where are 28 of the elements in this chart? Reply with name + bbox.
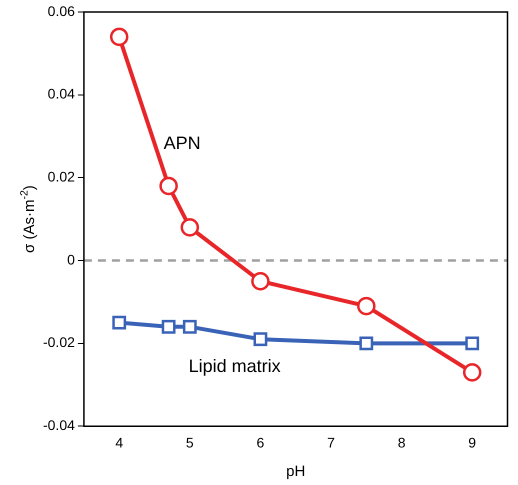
x-tick-label: 5 [186, 434, 194, 450]
point [359, 336, 374, 350]
point [110, 28, 128, 46]
y-tick-label: -0.02 [42, 334, 76, 350]
point [357, 296, 376, 316]
point [112, 316, 126, 330]
x-tick-label: 4 [115, 434, 124, 450]
y-tick-label: 0.06 [48, 2, 76, 19]
point [162, 320, 176, 334]
y-tick-label: 0 [67, 251, 76, 268]
point [182, 320, 197, 334]
point [251, 272, 270, 290]
y-tick-label: 0.04 [48, 86, 76, 102]
x-axis-title: pH [286, 463, 306, 480]
x-tick-label: 8 [398, 434, 406, 450]
series-label: APN [164, 132, 201, 153]
x-tick-label: 9 [468, 434, 476, 450]
point [254, 332, 268, 346]
x-tick-label: 7 [327, 434, 336, 450]
y-tick-label: -0.04 [42, 417, 76, 434]
y-axis-title: σ (As·m-2) [18, 185, 38, 253]
series-label: Lipid matrix [188, 356, 281, 376]
point [159, 176, 178, 196]
point [462, 363, 482, 382]
y-tick-label: 0.02 [48, 168, 76, 185]
x-tick-label: 6 [256, 434, 265, 450]
point [180, 218, 200, 237]
point [465, 336, 480, 350]
